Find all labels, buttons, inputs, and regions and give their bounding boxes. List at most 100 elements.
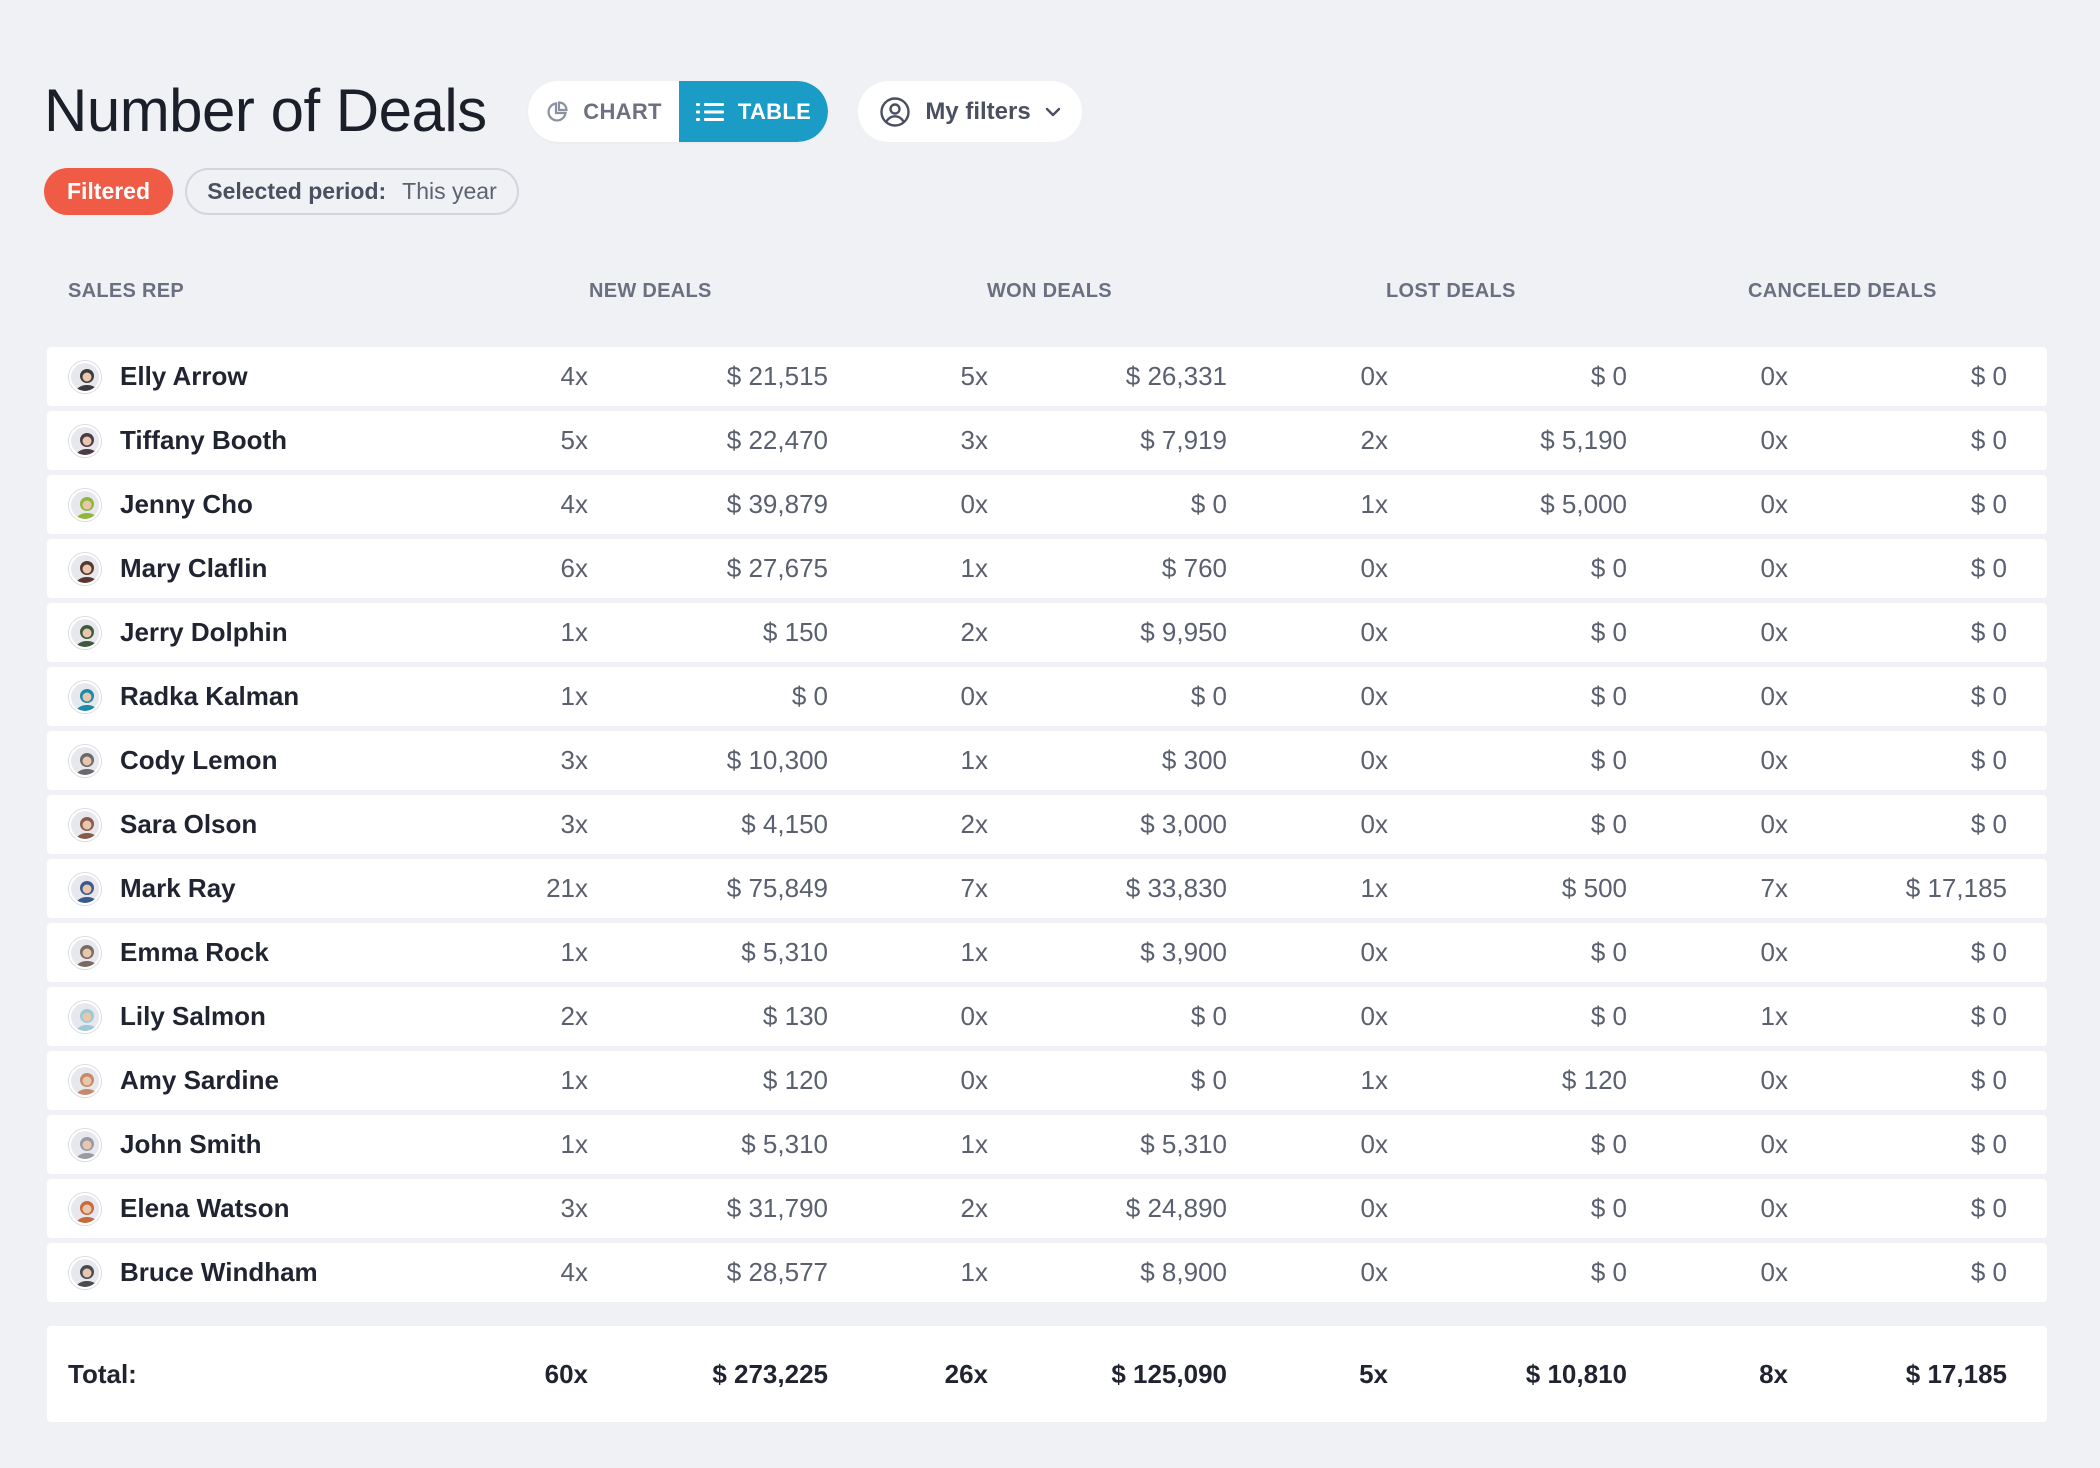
my-filters-dropdown[interactable]: My filters: [858, 81, 1082, 142]
lost-deals-count: 0x: [1360, 361, 1388, 391]
my-filters-label: My filters: [925, 97, 1031, 125]
avatar: [69, 553, 101, 585]
won-deals-amount: $ 760: [1161, 553, 1227, 583]
lost-deals-amount: $ 0: [1590, 681, 1627, 711]
lost-deals-amount: $ 0: [1590, 745, 1627, 775]
lost-deals-amount: $ 0: [1590, 937, 1627, 967]
table-row[interactable]: Elena Watson 3x $ 31,790 2x $ 24,890 0x $ 0 0x $…: [47, 1179, 2047, 1238]
lost-deals-count: 0x: [1360, 1193, 1388, 1223]
lost-deals-count: 0x: [1360, 1129, 1388, 1159]
period-label: Selected period:: [207, 178, 387, 204]
column-header-lost-deals[interactable]: LOST DEALS: [1386, 280, 1516, 302]
canceled-deals-amount: $ 0: [1970, 425, 2007, 455]
table-row[interactable]: Mark Ray 21x $ 75,849 7x $ 33,830 1x $ 500 7x $ …: [47, 859, 2047, 918]
lost-deals-count: 2x: [1360, 425, 1388, 455]
new-deals-count: 4x: [560, 1257, 588, 1287]
avatar: [69, 745, 101, 777]
new-deals-count: 3x: [560, 745, 588, 775]
lost-deals-count: 1x: [1360, 1065, 1388, 1095]
lost-deals-amount: $ 0: [1590, 1193, 1627, 1223]
lost-deals-count: 1x: [1360, 489, 1388, 519]
avatar: [69, 1129, 101, 1161]
lost-deals-amount: $ 5,190: [1540, 425, 1627, 455]
table-row[interactable]: Lily Salmon 2x $ 130 0x $ 0 0x $ 0 1x $ 0: [47, 987, 2047, 1046]
table-row[interactable]: Elly Arrow 4x $ 21,515 5x $ 26,331 0x $ 0 0x $ 0: [47, 347, 2047, 406]
new-deals-amount: $ 5,310: [741, 1129, 828, 1159]
sales-rep-name[interactable]: Lily Salmon: [120, 1001, 266, 1031]
sales-rep-name[interactable]: Emma Rock: [120, 937, 269, 967]
sales-rep-name[interactable]: Elly Arrow: [120, 361, 248, 391]
canceled-deals-count: 0x: [1760, 425, 1788, 455]
new-deals-count: 1x: [560, 617, 588, 647]
avatar: [69, 489, 101, 521]
won-deals-count: 0x: [960, 681, 988, 711]
filtered-badge[interactable]: Filtered: [44, 168, 173, 215]
won-deals-amount: $ 0: [1190, 681, 1227, 711]
won-deals-amount: $ 26,331: [1125, 361, 1227, 391]
canceled-deals-count: 0x: [1760, 745, 1788, 775]
total-canceled-count: 8x: [1759, 1359, 1788, 1389]
new-deals-amount: $ 150: [762, 617, 828, 647]
column-header-new-deals[interactable]: NEW DEALS: [589, 280, 712, 302]
sales-rep-name[interactable]: Bruce Windham: [120, 1257, 318, 1287]
view-toggle: CHART TABLE: [528, 81, 828, 142]
table-view-label: TABLE: [737, 98, 812, 124]
canceled-deals-count: 0x: [1760, 1129, 1788, 1159]
canceled-deals-count: 0x: [1760, 1193, 1788, 1223]
column-header-won-deals[interactable]: WON DEALS: [987, 280, 1112, 302]
column-header-canceled-deals[interactable]: CANCELED DEALS: [1748, 280, 1937, 302]
table-row[interactable]: John Smith 1x $ 5,310 1x $ 5,310 0x $ 0 0x $ 0: [47, 1115, 2047, 1174]
table-row[interactable]: Sara Olson 3x $ 4,150 2x $ 3,000 0x $ 0 0x $ 0: [47, 795, 2047, 854]
total-canceled-amount: $ 17,185: [1905, 1359, 2007, 1389]
sales-rep-name[interactable]: Tiffany Booth: [120, 425, 288, 455]
canceled-deals-amount: $ 0: [1970, 489, 2007, 519]
new-deals-amount: $ 22,470: [726, 425, 828, 455]
table-view-button[interactable]: TABLE: [679, 81, 828, 142]
canceled-deals-count: 1x: [1760, 1001, 1788, 1031]
sales-rep-name[interactable]: Elena Watson: [120, 1193, 290, 1223]
total-row: Total: 60x $ 273,225 26x $ 125,090 5x $ …: [47, 1326, 2047, 1422]
sales-rep-name[interactable]: Sara Olson: [120, 809, 258, 839]
sales-rep-name[interactable]: Amy Sardine: [120, 1065, 279, 1095]
canceled-deals-count: 0x: [1760, 617, 1788, 647]
pie-chart-icon: [545, 100, 569, 124]
selected-period-pill[interactable]: Selected period: This year: [185, 168, 519, 215]
sales-rep-name[interactable]: Radka Kalman: [120, 681, 300, 711]
lost-deals-count: 0x: [1360, 553, 1388, 583]
canceled-deals-amount: $ 0: [1970, 553, 2007, 583]
total-won-amount: $ 125,090: [1111, 1359, 1227, 1389]
chevron-down-icon: [1045, 107, 1061, 117]
chart-view-button[interactable]: CHART: [528, 81, 679, 142]
sales-rep-name[interactable]: Jerry Dolphin: [120, 617, 288, 647]
avatar: [69, 361, 101, 393]
total-label: Total:: [68, 1359, 137, 1389]
sales-rep-name[interactable]: Jenny Cho: [120, 489, 253, 519]
table-row[interactable]: Jenny Cho 4x $ 39,879 0x $ 0 1x $ 5,000 0x $ 0: [47, 475, 2047, 534]
new-deals-count: 4x: [560, 361, 588, 391]
new-deals-count: 21x: [546, 873, 588, 903]
won-deals-count: 0x: [960, 1001, 988, 1031]
table-row[interactable]: Bruce Windham 4x $ 28,577 1x $ 8,900 0x $ 0 0x $…: [47, 1243, 2047, 1302]
table-row[interactable]: Mary Claflin 6x $ 27,675 1x $ 760 0x $ 0 0x $ 0: [47, 539, 2047, 598]
canceled-deals-count: 0x: [1760, 681, 1788, 711]
canceled-deals-count: 7x: [1760, 873, 1788, 903]
table-row[interactable]: Cody Lemon 3x $ 10,300 1x $ 300 0x $ 0 0x $ 0: [47, 731, 2047, 790]
table-row[interactable]: Jerry Dolphin 1x $ 150 2x $ 9,950 0x $ 0 0x $ 0: [47, 603, 2047, 662]
table-row[interactable]: Tiffany Booth 5x $ 22,470 3x $ 7,919 2x $ 5,19…: [47, 411, 2047, 470]
lost-deals-amount: $ 0: [1590, 809, 1627, 839]
sales-rep-name[interactable]: Mark Ray: [120, 873, 236, 903]
sales-rep-name[interactable]: Cody Lemon: [120, 745, 278, 775]
won-deals-amount: $ 0: [1190, 1065, 1227, 1095]
new-deals-count: 1x: [560, 1065, 588, 1095]
table-row[interactable]: Amy Sardine 1x $ 120 0x $ 0 1x $ 120 0x $ 0: [47, 1051, 2047, 1110]
sales-rep-name[interactable]: John Smith: [120, 1129, 262, 1159]
table-row[interactable]: Emma Rock 1x $ 5,310 1x $ 3,900 0x $ 0 0x $ 0: [47, 923, 2047, 982]
lost-deals-count: 0x: [1360, 617, 1388, 647]
won-deals-amount: $ 7,919: [1140, 425, 1227, 455]
sales-rep-name[interactable]: Mary Claflin: [120, 553, 268, 583]
column-header-sales-rep[interactable]: SALES REP: [68, 280, 185, 302]
won-deals-count: 2x: [960, 1193, 988, 1223]
new-deals-amount: $ 75,849: [726, 873, 828, 903]
table-row[interactable]: Radka Kalman 1x $ 0 0x $ 0 0x $ 0 0x $ 0: [47, 667, 2047, 726]
won-deals-amount: $ 0: [1190, 489, 1227, 519]
